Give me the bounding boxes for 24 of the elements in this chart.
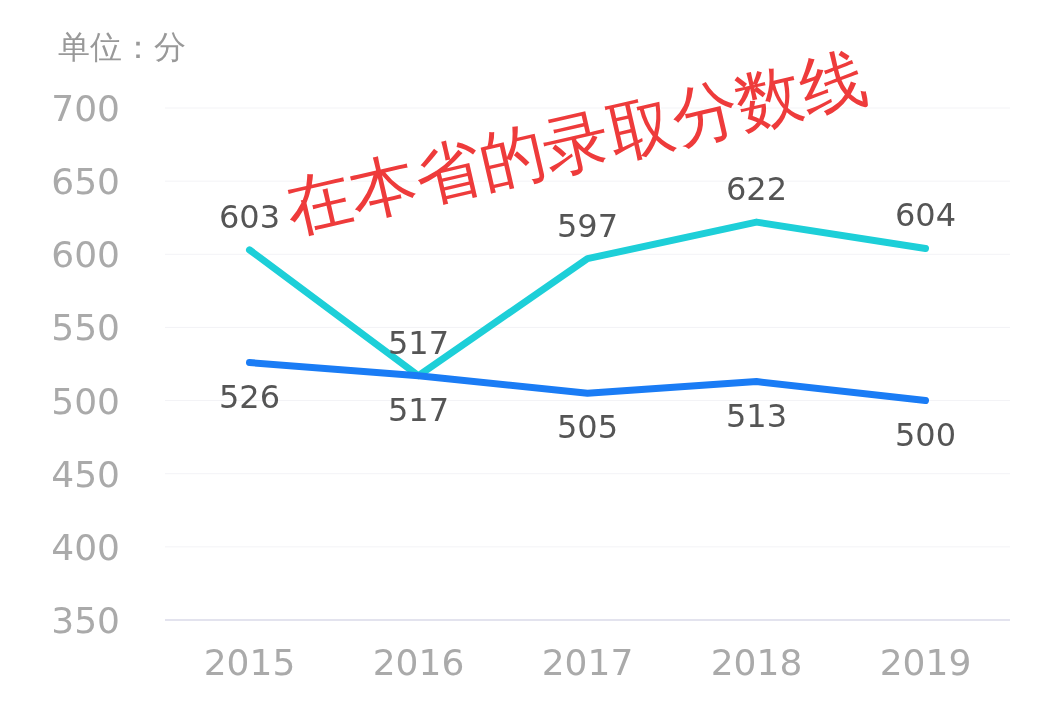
data-label: 604 [894,196,957,235]
x-tick-label: 2019 [879,642,972,683]
y-tick-label: 450 [51,453,120,495]
y-tick-label: 350 [51,600,120,641]
data-label: 500 [894,415,957,454]
x-tick-label: 2015 [203,642,296,683]
data-label: 603 [218,197,281,236]
x-tick-label: 2018 [710,642,803,683]
y-tick-label: 700 [51,88,120,129]
data-label: 517 [387,390,450,429]
y-tick-label: 550 [51,307,120,349]
x-tick-label: 2017 [541,642,634,683]
data-label: 597 [556,206,619,245]
text: 单位：分 [58,28,186,66]
y-tick-label: 400 [51,526,120,568]
y-tick-label: 500 [51,380,120,422]
y-tick-label: 650 [51,161,120,203]
data-label: 526 [218,377,281,416]
x-tick-label: 2016 [372,642,465,683]
data-label: 513 [725,396,788,435]
y-tick-label: 600 [51,234,120,276]
data-label: 517 [387,323,450,362]
data-label: 505 [556,408,619,447]
data-label: 622 [725,170,788,209]
